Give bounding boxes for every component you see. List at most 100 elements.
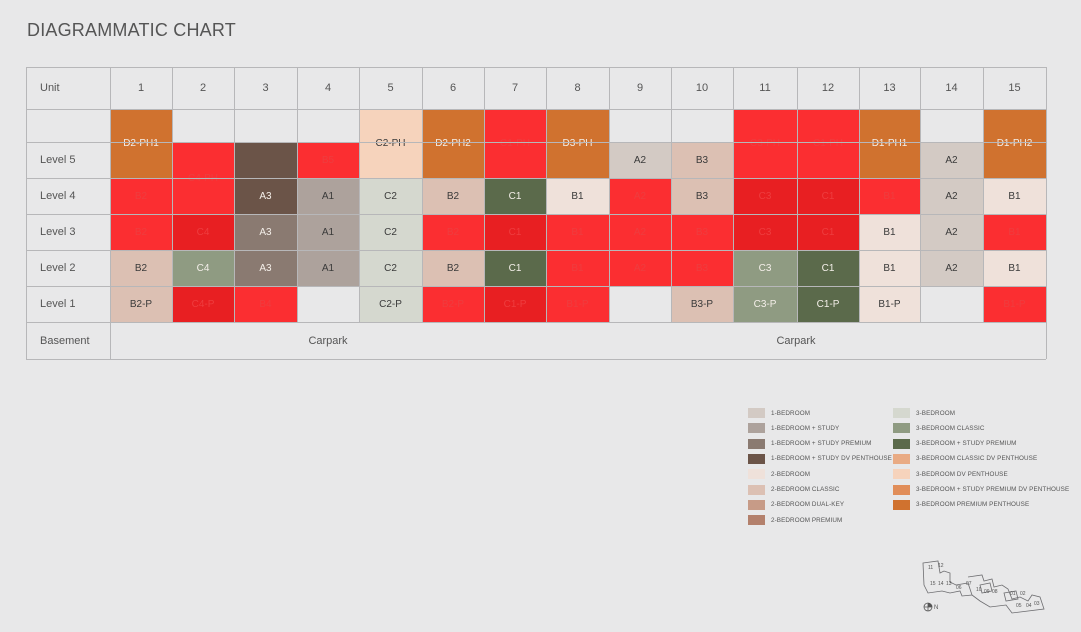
grid-line [671,67,672,322]
unit-cell[interactable]: A2 [609,250,671,286]
unit-cell[interactable]: A1 [297,250,359,286]
unit-cell[interactable]: B1-P [859,286,920,322]
unit-cell[interactable]: C2 [359,178,422,214]
legend-label: 3-BEDROOM CLASSIC [916,424,985,432]
unit-cell[interactable]: B1 [546,178,609,214]
unit-number: 5 [387,82,394,94]
unit-cell[interactable]: A2 [920,250,983,286]
unit-cell[interactable]: C1 [484,178,546,214]
unit-cell[interactable]: A2 [609,214,671,250]
unit-cell[interactable]: B2 [110,250,172,286]
unit-cell[interactable]: A3 [234,250,297,286]
unit-cell[interactable]: D3-PH [546,109,609,178]
legend-item: 3-BEDROOM CLASSIC [893,423,985,434]
unit-cell[interactable]: A2 [609,142,671,178]
unit-cell[interactable]: A1 [297,214,359,250]
unit-cell[interactable]: B2-P [110,286,172,322]
unit-cell[interactable]: B2-P [422,286,484,322]
unit-cell[interactable]: C3-PH [733,109,797,178]
unit-cell[interactable]: A2 [920,214,983,250]
unit-cell[interactable]: C4-P [172,286,234,322]
grid-line [172,67,173,322]
unit-cell[interactable]: B1 [546,250,609,286]
unit-cell[interactable]: B3 [671,178,733,214]
unit-number: 1 [137,82,145,94]
legend-label: 2-BEDROOM CLASSIC [771,486,840,493]
unit-cell[interactable]: C2-PH [359,109,422,178]
unit-cell[interactable]: A3 [234,214,297,250]
unit-cell[interactable]: C2 [359,214,422,250]
unit-cell[interactable]: D2-PH2 [422,109,484,178]
unit-cell[interactable]: B1 [983,178,1046,214]
unit-cell[interactable]: B3-P [671,286,733,322]
grid-line [26,67,1046,68]
unit-cell[interactable]: C1-PH [797,109,859,178]
unit-cell[interactable]: C2-P [359,286,422,322]
unit-cell[interactable]: B1 [859,250,920,286]
unit-cell[interactable]: B3 [671,214,733,250]
unit-cell[interactable]: A3 [234,178,297,214]
unit-cell[interactable]: C1 [797,178,859,214]
unit-cell[interactable]: C1 [484,214,546,250]
unit-cell[interactable]: B2 [110,214,172,250]
unit-number: 8 [574,82,581,94]
unit-cell[interactable]: C1 [484,250,546,286]
unit-cell[interactable]: C1-PH [484,109,546,178]
unit-cell[interactable]: A2 [920,142,983,178]
unit-cell[interactable]: B2 [422,214,484,250]
unit-cell[interactable]: B1 [983,214,1046,250]
legend-item: 3-BEDROOM DV PENTHOUSE [893,469,1008,480]
unit-number: 10 [695,82,709,94]
unit-cell[interactable]: B3 [671,250,733,286]
unit-cell[interactable]: C2 [359,250,422,286]
grid-line [26,286,1046,287]
unit-cell[interactable]: B2 [110,178,172,214]
key-plan-label: 02 [1020,591,1026,597]
unit-cell[interactable]: D2-PH1 [110,109,172,178]
unit-cell[interactable]: D1-PH1 [859,109,920,178]
unit-cell[interactable]: B5 [297,142,359,178]
unit-cell[interactable]: B1-P [983,286,1046,322]
unit-cell[interactable]: A1 [297,178,359,214]
unit-cell[interactable]: C1-P [484,286,546,322]
legend-swatch [748,453,765,464]
unit-cell[interactable]: C4 [172,250,234,286]
unit-cell[interactable] [234,142,297,178]
grid-line [983,67,984,322]
unit-cell[interactable]: B1 [546,214,609,250]
unit-cell[interactable]: A2 [609,178,671,214]
grid-line [797,67,798,322]
unit-cell[interactable]: C1 [797,214,859,250]
unit-cell[interactable]: A2 [920,178,983,214]
unit-cell[interactable]: C3-P [733,286,797,322]
unit-cell[interactable]: D1-PH2 [983,109,1046,178]
legend-item: 3-BEDROOM [893,408,955,418]
key-plan-label: 07 [966,581,972,587]
grid-line [26,214,1046,215]
unit-cell[interactable]: C3 [733,250,797,286]
key-plan-label: 15 [930,581,936,587]
grid-line [733,67,734,322]
unit-cell[interactable]: B1 [859,178,920,214]
unit-cell[interactable]: B2 [422,250,484,286]
unit-cell[interactable]: B1-P [546,286,609,322]
unit-number: 2 [199,82,207,94]
unit-cell[interactable]: C1 [797,250,859,286]
unit-cell[interactable]: C1-P [797,286,859,322]
legend-item: 3-BEDROOM + STUDY PREMIUM [893,438,1017,449]
unit-cell[interactable]: C4 [172,214,234,250]
legend-label: 2-BEDROOM PREMIUM [771,516,843,524]
unit-cell[interactable]: B3 [671,142,733,178]
unit-cell[interactable]: B1 [859,214,920,250]
unit-cell[interactable]: B2 [422,178,484,214]
grid-line [297,67,298,322]
legend-item: 3-BEDROOM CLASSIC DV PENTHOUSE [893,453,1037,464]
legend-item: 1-BEDROOM [748,408,810,418]
unit-cell[interactable]: C3 [733,214,797,250]
legend-item: 2-BEDROOM PREMIUM [748,515,843,526]
key-plan-icon: 11 12 15 14 13 06 07 10 09 08 01 02 05 04 03 N [922,560,1045,614]
unit-cell[interactable]: C3 [733,178,797,214]
legend-label: 3-BEDROOM DV PENTHOUSE [916,470,1008,478]
unit-cell[interactable]: B1 [983,250,1046,286]
unit-cell[interactable]: B4 [234,286,297,322]
